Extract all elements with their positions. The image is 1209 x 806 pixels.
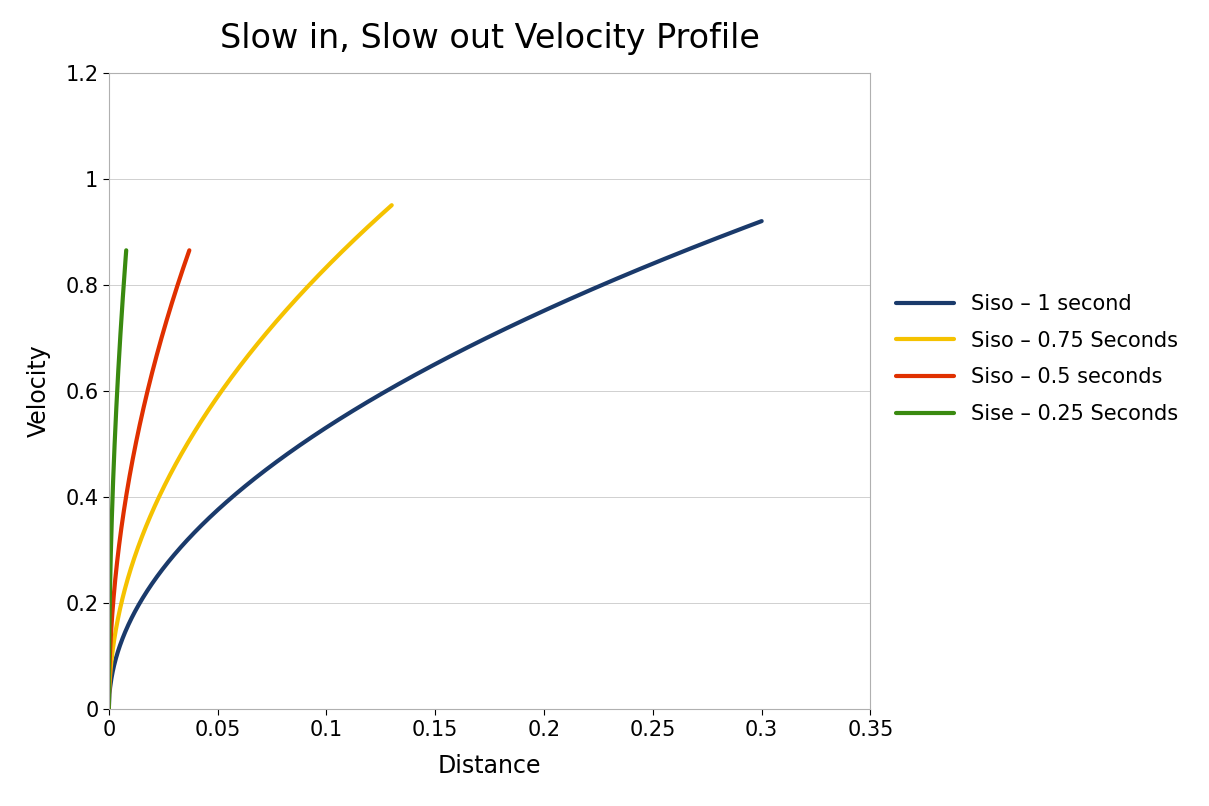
Siso – 1 second — [550, 300, 565, 310]
Siso – 0.75 Seconds — [296, 287, 311, 297]
Sise – 0.25 Seconds — [109, 400, 123, 409]
Siso – 0.5 seconds — [102, 704, 116, 714]
Siso – 1 second — [365, 394, 380, 404]
Siso – 0.5 seconds — [110, 558, 125, 567]
Siso – 0.75 Seconds — [131, 543, 145, 553]
Siso – 0.5 seconds — [137, 400, 151, 409]
Siso – 0.75 Seconds — [226, 370, 241, 380]
Title: Slow in, Slow out Velocity Profile: Slow in, Slow out Velocity Profile — [220, 22, 759, 55]
Y-axis label: Velocity: Velocity — [28, 344, 51, 438]
Siso – 0.75 Seconds — [328, 254, 342, 264]
Sise – 0.25 Seconds — [114, 324, 128, 334]
X-axis label: Distance: Distance — [438, 754, 542, 778]
Sise – 0.25 Seconds — [115, 294, 129, 304]
Siso – 1 second — [389, 380, 404, 390]
Sise – 0.25 Seconds — [118, 246, 133, 256]
Sise – 0.25 Seconds — [109, 413, 123, 422]
Line: Siso – 0.5 seconds: Siso – 0.5 seconds — [109, 251, 190, 709]
Siso – 0.75 Seconds — [216, 384, 231, 393]
Siso – 1 second — [754, 216, 769, 226]
Siso – 1 second — [102, 704, 116, 714]
Siso – 1 second — [623, 268, 637, 278]
Siso – 0.75 Seconds — [384, 201, 399, 210]
Sise – 0.25 Seconds — [102, 704, 116, 714]
Sise – 0.25 Seconds — [115, 299, 129, 309]
Siso – 0.75 Seconds — [102, 704, 116, 714]
Line: Siso – 1 second: Siso – 1 second — [109, 221, 762, 709]
Siso – 0.5 seconds — [183, 246, 197, 256]
Siso – 0.5 seconds — [164, 299, 179, 309]
Siso – 1 second — [611, 273, 625, 283]
Siso – 0.5 seconds — [134, 413, 149, 422]
Line: Sise – 0.25 Seconds: Sise – 0.25 Seconds — [109, 251, 126, 709]
Siso – 1 second — [168, 548, 183, 558]
Legend: Siso – 1 second, Siso – 0.75 Seconds, Siso – 0.5 seconds, Sise – 0.25 Seconds: Siso – 1 second, Siso – 0.75 Seconds, Si… — [896, 294, 1179, 424]
Siso – 0.5 seconds — [157, 324, 172, 334]
Line: Siso – 0.75 Seconds: Siso – 0.75 Seconds — [109, 206, 392, 709]
Siso – 0.75 Seconds — [322, 260, 336, 269]
Siso – 0.5 seconds — [166, 294, 180, 304]
Sise – 0.25 Seconds — [103, 558, 117, 567]
